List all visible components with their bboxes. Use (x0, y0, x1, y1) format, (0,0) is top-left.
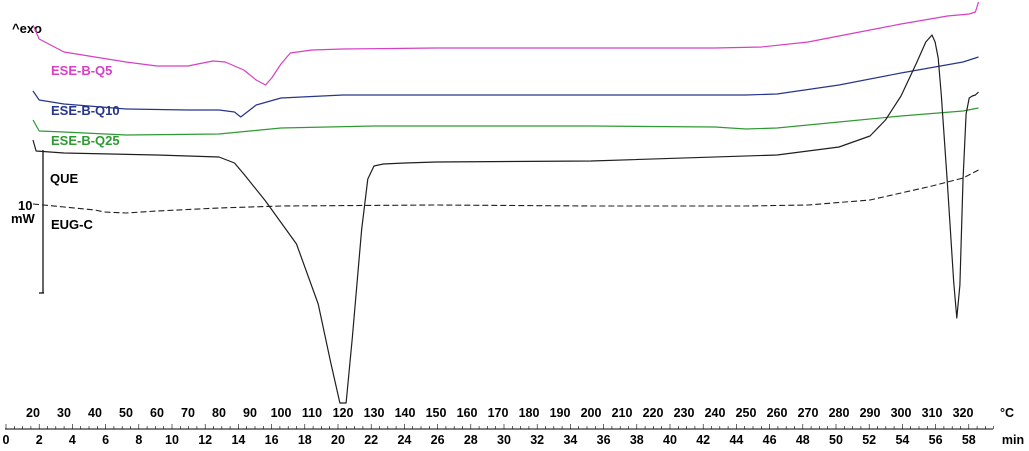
temperature-tick-label: 20 (26, 406, 40, 420)
temperature-tick-label: 280 (829, 406, 850, 420)
temperature-tick-label: 80 (212, 406, 226, 420)
temperature-tick-label: 260 (767, 406, 788, 420)
time-tick-label: 24 (397, 433, 411, 447)
series-line-eug-c (32, 169, 979, 214)
scale-bar-value: 10 (18, 198, 32, 213)
time-tick-label: 6 (102, 433, 109, 447)
time-tick-label: 44 (729, 433, 743, 447)
time-tick-label: 14 (231, 433, 245, 447)
temperature-tick-label: 130 (364, 406, 385, 420)
time-tick-label: 18 (298, 433, 312, 447)
time-tick-label: 56 (929, 433, 943, 447)
temperature-tick-label: 300 (891, 406, 912, 420)
scale-bar-unit: mW (11, 211, 36, 226)
time-tick-label: 20 (331, 433, 345, 447)
series-label-eug-c: EUG-C (51, 217, 94, 232)
temperature-tick-label: 100 (271, 406, 292, 420)
time-tick-label: 42 (696, 433, 710, 447)
series-label-ese-b-q10: ESE-B-Q10 (51, 103, 120, 118)
temperature-tick-label: 60 (150, 406, 164, 420)
time-tick-label: 52 (862, 433, 876, 447)
time-tick-label: 22 (364, 433, 378, 447)
temperature-tick-label: 310 (922, 406, 943, 420)
time-tick-label: 30 (497, 433, 511, 447)
time-tick-label: 26 (431, 433, 445, 447)
temperature-tick-label: 320 (953, 406, 974, 420)
time-tick-label: 4 (69, 433, 76, 447)
time-axis-minor-ticks (5, 424, 995, 429)
temperature-tick-label: 250 (736, 406, 757, 420)
temperature-tick-label: 170 (488, 406, 509, 420)
time-tick-label: 16 (265, 433, 279, 447)
time-ticks: 0 2 4 6 8 10 12 14 16 18 20 22 24 26 28 30 32 34 36 38 40 42 4… (3, 433, 976, 447)
temperature-tick-label: 140 (395, 406, 416, 420)
temperature-tick-label: 230 (674, 406, 695, 420)
time-tick-label: 12 (198, 433, 212, 447)
series-line-ese-b-q25 (32, 107, 979, 136)
temperature-tick-label: 50 (119, 406, 133, 420)
time-unit: min (1002, 433, 1024, 447)
temperature-tick-label: 30 (57, 406, 71, 420)
time-tick-label: 2 (36, 433, 43, 447)
temperature-tick-label: 70 (181, 406, 195, 420)
exo-label: ^exo (12, 21, 42, 36)
series-line-que (32, 34, 979, 404)
time-tick-label: 50 (829, 433, 843, 447)
time-tick-label: 10 (165, 433, 179, 447)
temperature-tick-label: 90 (243, 406, 257, 420)
time-axis: 0 2 4 6 8 10 12 14 16 18 20 22 24 26 28 30 32 34 36 38 40 42 4… (3, 424, 1024, 447)
time-tick-label: 34 (563, 433, 577, 447)
series-labels: ESE-B-Q5 ESE-B-Q10 ESE-B-Q25 QUE EUG-C (50, 63, 120, 232)
temperature-tick-label: 120 (333, 406, 354, 420)
series-label-que: QUE (50, 171, 79, 186)
time-tick-label: 58 (962, 433, 976, 447)
series-label-ese-b-q25: ESE-B-Q25 (51, 133, 120, 148)
temperature-tick-label: 290 (860, 406, 881, 420)
temperature-tick-label: 180 (519, 406, 540, 420)
temperature-tick-label: 110 (302, 406, 322, 420)
temperature-tick-label: 270 (798, 406, 819, 420)
temperature-ticks: 20 30 40 50 60 70 80 90 100 110 120 130 140 150 160 170… (26, 406, 973, 420)
time-tick-label: 32 (530, 433, 544, 447)
temperature-tick-label: 240 (705, 406, 726, 420)
time-tick-label: 40 (663, 433, 677, 447)
series-line-ese-b-q10 (32, 56, 979, 118)
time-tick-label: 28 (464, 433, 478, 447)
scale-bar: 10 mW (11, 150, 44, 294)
series-label-ese-b-q5: ESE-B-Q5 (51, 63, 112, 78)
temperature-tick-label: 160 (457, 406, 478, 420)
time-tick-label: 0 (3, 433, 10, 447)
time-tick-label: 38 (630, 433, 644, 447)
temperature-tick-label: 200 (581, 406, 602, 420)
time-tick-label: 46 (763, 433, 777, 447)
temperature-tick-label: 40 (88, 406, 102, 420)
series-line-ese-b-q5 (32, 1, 980, 86)
series-layer (32, 1, 980, 404)
temperature-tick-label: 210 (612, 406, 633, 420)
temperature-axis: 20 30 40 50 60 70 80 90 100 110 120 130 140 150 160 170… (26, 406, 1014, 420)
time-tick-label: 8 (135, 433, 142, 447)
temperature-tick-label: 190 (550, 406, 571, 420)
temperature-tick-label: 150 (426, 406, 447, 420)
time-tick-label: 36 (597, 433, 611, 447)
temperature-unit: °C (1000, 406, 1014, 420)
time-tick-label: 54 (895, 433, 909, 447)
temperature-tick-label: 220 (643, 406, 664, 420)
time-tick-label: 48 (796, 433, 810, 447)
